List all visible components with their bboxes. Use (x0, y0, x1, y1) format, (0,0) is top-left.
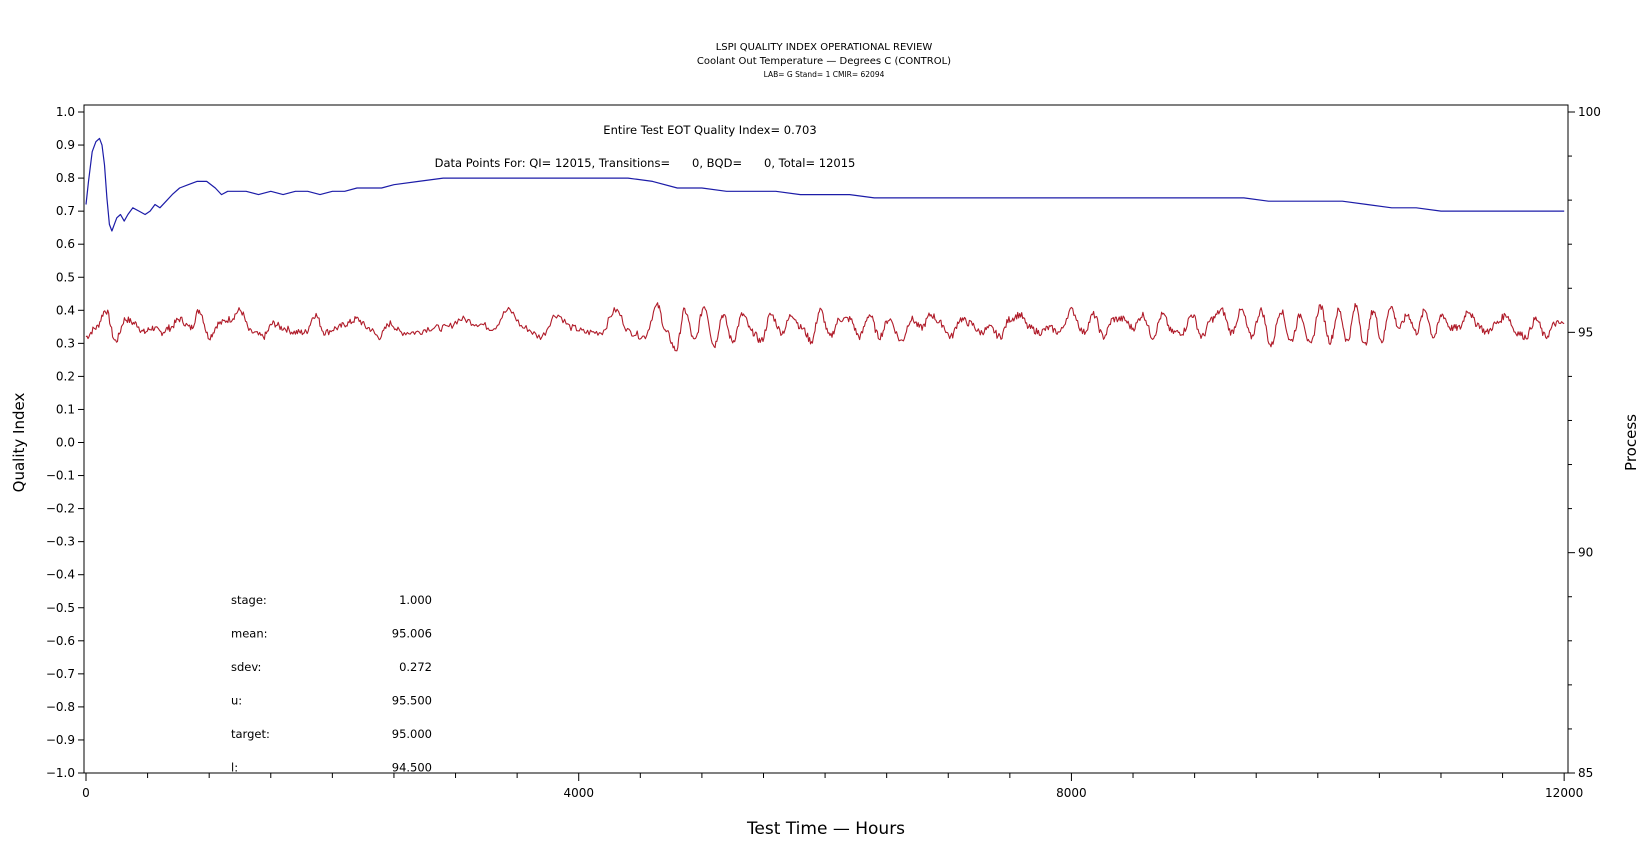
stat-value: 95.000 (392, 727, 432, 741)
y2-tick-label: 90 (1578, 546, 1593, 560)
stat-label: sdev: (231, 660, 261, 674)
stat-label: target: (231, 727, 270, 741)
y-tick-label: −1.0 (46, 766, 75, 780)
stat-value: 95.500 (392, 694, 432, 708)
chart-lab-line: LAB= G Stand= 1 CMIR= 62094 (763, 70, 885, 79)
stat-value: 1.000 (399, 593, 432, 607)
y-tick-label: 0.8 (56, 171, 75, 185)
x-tick-label: 4000 (563, 786, 594, 800)
y-tick-label: 1.0 (56, 105, 75, 119)
y-tick-label: 0.3 (56, 336, 75, 350)
y2-axis-label: Process (1622, 414, 1640, 471)
y2-tick-label: 95 (1578, 325, 1593, 339)
y-tick-label: −0.5 (46, 601, 75, 615)
chart-title: LSPI QUALITY INDEX OPERATIONAL REVIEW (715, 42, 933, 53)
x-axis-label: Test Time — Hours (746, 819, 905, 839)
chart-subtitle: Coolant Out Temperature — Degrees C (CON… (696, 56, 952, 67)
process-line (85, 302, 1565, 352)
stat-label: stage: (231, 593, 267, 607)
y-tick-label: −0.1 (46, 469, 75, 483)
stat-label: mean: (231, 627, 268, 641)
stat-value: 94.500 (392, 761, 432, 775)
y-tick-label: 0.9 (56, 138, 75, 152)
y-tick-label: −0.7 (46, 667, 75, 681)
x-tick-label: 12000 (1545, 786, 1583, 800)
x-tick-label: 0 (82, 786, 90, 800)
y-tick-label: 0.7 (56, 204, 75, 218)
y2-tick-label: 100 (1578, 105, 1601, 119)
stat-value: 95.006 (392, 627, 432, 641)
y-tick-label: 0.2 (56, 369, 75, 383)
y-axis-label: Quality Index (10, 393, 28, 493)
y-tick-label: −0.9 (46, 733, 75, 747)
stat-value: 0.272 (399, 660, 432, 674)
stat-label: u: (231, 694, 242, 708)
series-layer (85, 137, 1565, 352)
quality-index-line (85, 137, 1565, 232)
y-tick-label: 0.0 (56, 436, 75, 450)
text-layer: 1.0 0.9 0.8 0.7 0.6 0.5 0.4 0.3 0.2 0.1 0.0 −0.1 −0.… (10, 105, 1640, 839)
data-points-note: Data Points For: QI= 12015, Transitions=… (435, 156, 856, 170)
stat-label: l: (231, 761, 238, 775)
y-tick-label: 0.1 (56, 402, 75, 416)
x-tick-label: 8000 (1056, 786, 1087, 800)
y-tick-label: −0.3 (46, 535, 75, 549)
y-tick-label: −0.4 (46, 568, 75, 582)
y-tick-label: −0.2 (46, 502, 75, 516)
axis-ticks (78, 111, 1575, 781)
y-tick-label: −0.6 (46, 634, 75, 648)
y-tick-label: 0.5 (56, 270, 75, 284)
y-tick-label: 0.6 (56, 237, 75, 251)
y2-tick-label: 85 (1578, 766, 1593, 780)
eot-quality-index-note: Entire Test EOT Quality Index= 0.703 (603, 123, 816, 137)
plot-frame (83, 104, 1569, 774)
y-tick-label: 0.4 (56, 303, 75, 317)
y-tick-label: −0.8 (46, 700, 75, 714)
